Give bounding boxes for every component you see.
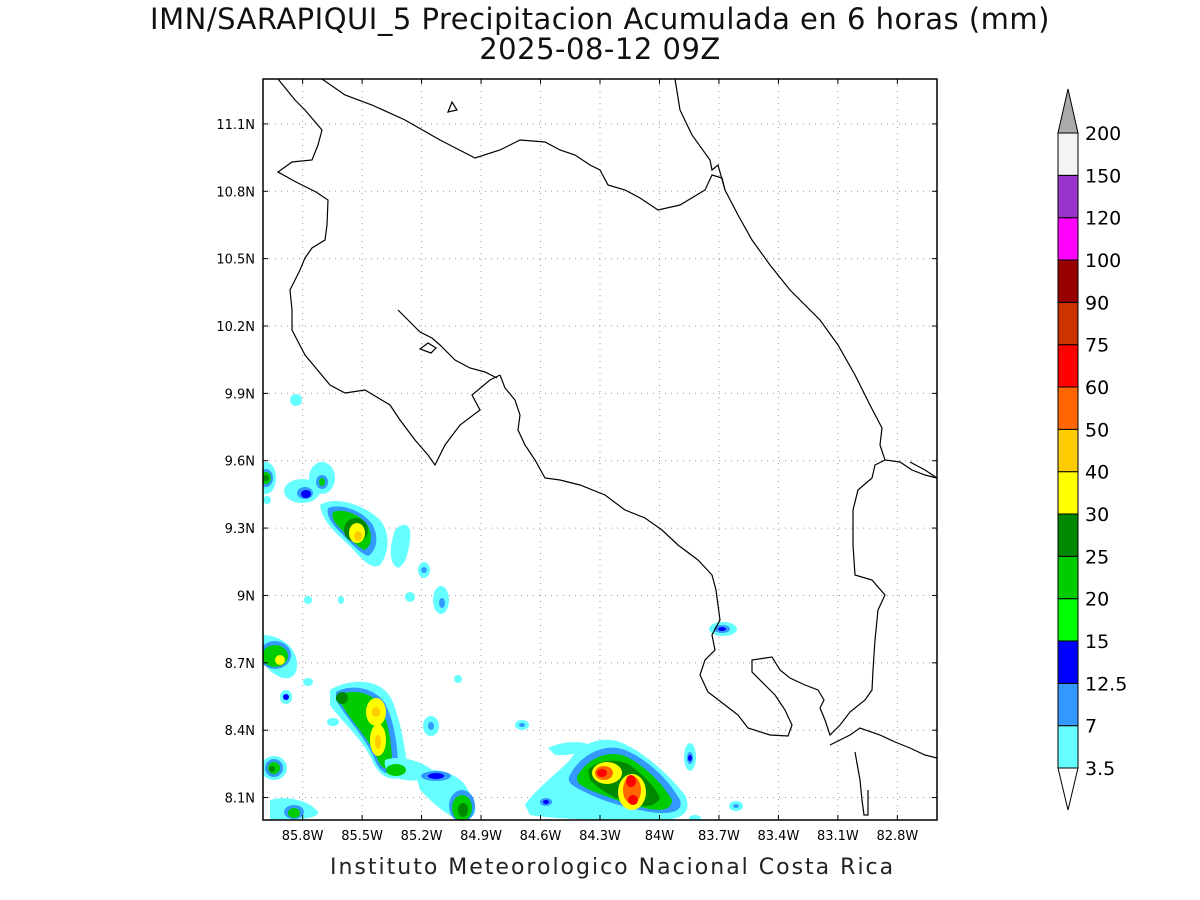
colorbar-segment	[1057, 174, 1079, 219]
precip-cell	[263, 756, 319, 820]
colorbar-segment	[1057, 513, 1079, 557]
lat-tick-label: 9.9N	[225, 387, 255, 402]
colorbar-level-label: 120	[1085, 208, 1121, 230]
precip-cell	[320, 500, 388, 567]
colorbar-segment	[1057, 132, 1079, 176]
lat-tick-label: 10.2N	[216, 320, 255, 335]
colorbar-level-label: 40	[1085, 462, 1109, 484]
gulf-of-nicoya	[397, 309, 498, 379]
precip-cell	[684, 743, 743, 820]
lon-tick-label: 85.2W	[401, 829, 443, 844]
colorbar-segment	[1057, 301, 1079, 346]
lon-tick-label: 84.3W	[579, 829, 621, 844]
colorbar-segment	[1057, 428, 1079, 473]
island	[447, 100, 458, 113]
colorbar-level-label: 15	[1085, 631, 1109, 653]
colorbar-level-label: 150	[1085, 165, 1121, 187]
map-title: IMN/SARAPIQUI_5 Precipitacion Acumulada …	[150, 2, 1050, 36]
colorbar-segment	[1057, 640, 1079, 684]
precip-cell	[384, 675, 462, 781]
lon-tick-label: 83.7W	[698, 829, 740, 844]
coastline-caribbean	[674, 79, 937, 479]
axis-ticks: 85.8W 85.5W 85.2W 84.9W 84.6W 84.3W 84W 83.7W 83…	[216, 79, 937, 844]
coastline-north	[276, 79, 501, 467]
island	[418, 342, 437, 354]
colorbar-over-arrow	[1057, 88, 1079, 134]
panama-border	[909, 461, 937, 479]
colorbar-segment	[1057, 682, 1079, 727]
lat-tick-label: 9.6N	[225, 455, 255, 470]
precip-cell	[284, 462, 335, 503]
colorbar-level-label: 90	[1085, 292, 1109, 314]
coastline	[276, 79, 937, 816]
footer-credit: Instituto Meteorologico Nacional Costa R…	[330, 855, 896, 880]
lon-tick-label: 83.1W	[817, 829, 859, 844]
colorbar-level-label: 75	[1085, 335, 1109, 357]
coastline-pacific	[499, 374, 825, 737]
colorbar-level-label: 25	[1085, 546, 1109, 568]
colorbar-level-label: 60	[1085, 377, 1109, 399]
coastline-south	[829, 727, 937, 759]
lat-tick-label: 9.3N	[225, 522, 255, 537]
burica-peninsula	[854, 751, 869, 816]
colorbar-level-label: 7	[1085, 716, 1097, 738]
lat-tick-label: 9N	[237, 589, 255, 604]
lon-tick-label: 85.5W	[341, 829, 383, 844]
precip-cell	[263, 462, 276, 504]
colorbar-level-label: 12.5	[1085, 673, 1127, 695]
lon-tick-label: 84.6W	[520, 829, 562, 844]
colorbar-segment	[1057, 386, 1079, 430]
colorbar-under-arrow	[1057, 767, 1079, 811]
colorbar-segment	[1057, 259, 1079, 303]
colorbar-segment	[1057, 725, 1079, 769]
colorbar-level-label: 3.5	[1085, 758, 1115, 780]
lon-tick-label: 84W	[645, 829, 675, 844]
colorbar-segment	[1057, 217, 1079, 261]
colorbar-segment	[1057, 598, 1079, 642]
precip-cell	[327, 681, 408, 779]
lat-tick-label: 8.1N	[225, 792, 255, 807]
precip-field	[263, 394, 743, 820]
lat-tick-label: 8.7N	[225, 657, 255, 672]
precip-cell	[415, 769, 476, 820]
colorbar-segment	[1057, 471, 1079, 515]
colorbar-level-label: 50	[1085, 419, 1109, 441]
colorbar-level-label: 100	[1085, 250, 1121, 272]
lon-tick-label: 85.8W	[282, 829, 324, 844]
precip-cell	[290, 394, 449, 614]
colorbar-segment	[1057, 555, 1079, 600]
precip-cell	[709, 622, 737, 636]
osa-burica	[819, 459, 886, 737]
coastline-north-border	[321, 79, 726, 211]
lat-tick-label: 10.5N	[216, 253, 255, 268]
colorbar: 3.5 7 12.5 15 20 25 30 40 50 60 75 90 100 120 150 200	[1057, 88, 1127, 811]
lat-tick-label: 8.4N	[225, 724, 255, 739]
colorbar-level-label: 30	[1085, 504, 1109, 526]
colorbar-level-label: 20	[1085, 589, 1109, 611]
precip-cell	[263, 635, 313, 704]
lon-tick-label: 82.8W	[876, 829, 918, 844]
lat-tick-label: 11.1N	[216, 118, 255, 133]
lon-tick-label: 83.4W	[758, 829, 800, 844]
lon-tick-label: 84.9W	[460, 829, 502, 844]
lat-tick-label: 10.8N	[216, 185, 255, 200]
colorbar-segment	[1057, 344, 1079, 388]
colorbar-level-label: 200	[1085, 123, 1121, 145]
precip-cell	[515, 720, 688, 820]
map-valid-time: 2025-08-12 09Z	[479, 32, 721, 66]
